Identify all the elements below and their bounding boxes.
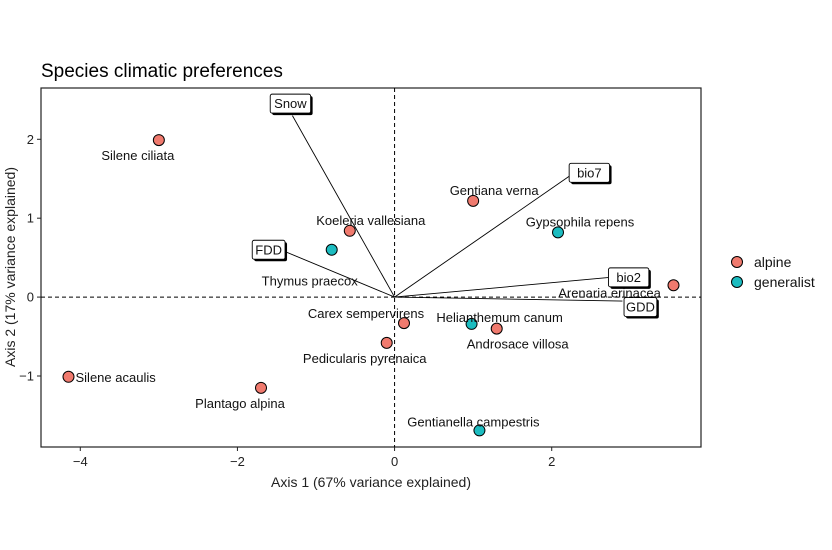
chart-title: Species climatic preferences xyxy=(41,61,283,82)
point-label-androsace-villosa: Androsace villosa xyxy=(467,337,570,352)
vector-label-snow: Snow xyxy=(269,93,313,116)
x-tick-label: 0 xyxy=(391,454,398,469)
vector-label-text: Snow xyxy=(274,96,307,111)
point-gypsophila-repens xyxy=(552,226,564,239)
point-gentiana-verna xyxy=(467,194,480,207)
vector-label-box xyxy=(607,267,650,288)
x-tick-label: −2 xyxy=(230,454,245,469)
x-tick-label: 2 xyxy=(548,454,555,469)
vector-label-fdd: FDD xyxy=(251,239,288,262)
vector-label-bio7: bio7 xyxy=(568,162,612,185)
point-label-gentianella-campestris: Gentianella campestris xyxy=(407,414,540,429)
point-label-silene-acaulis: Silene acaulis xyxy=(76,370,157,385)
vector-bio2 xyxy=(394,276,611,298)
point-thymus-praecox xyxy=(325,243,338,256)
vector-label-box xyxy=(251,239,286,260)
point-pedicularis-pyrenaica xyxy=(380,336,393,349)
vector-label-text: bio7 xyxy=(577,165,602,180)
point-label-koeleria-vallesiana: Koeleria vallesiana xyxy=(316,213,426,228)
point-label-pedicularis-pyrenaica: Pedicularis pyrenaica xyxy=(303,351,427,366)
point-layer xyxy=(62,134,680,437)
vector-layer xyxy=(280,115,623,302)
vector-bio7 xyxy=(394,174,572,298)
x-axis: −4 −2 0 2 xyxy=(73,447,555,469)
point-gentianella-campestris xyxy=(473,424,486,437)
y-axis-title: Axis 2 (17% variance explained) xyxy=(2,167,18,367)
y-axis: −1 0 1 2 xyxy=(19,132,41,383)
vector-snow xyxy=(292,115,395,298)
point-koeleria-vallesiana xyxy=(343,224,356,237)
vector-label-gdd: GDD xyxy=(623,297,659,319)
legend: alpine generalist xyxy=(731,254,815,290)
vector-label-bio2: bio2 xyxy=(607,267,651,289)
point-label-silene-ciliata: Silene ciliata xyxy=(101,148,175,163)
point-helianthemum-canum xyxy=(465,317,478,330)
point-label-plantago-alpina: Plantago alpina xyxy=(195,396,285,411)
plot-area: Silene ciliata Gentiana verna Koeleria val… xyxy=(40,87,702,448)
vector-label-layer: Snow bio7 FDD bio2 GDD xyxy=(251,93,659,319)
y-tick-label: 1 xyxy=(27,211,34,226)
point-label-helianthemum-canum: Helianthemum canum xyxy=(436,310,562,325)
point-androsace-villosa xyxy=(490,322,503,335)
y-tick-label: 0 xyxy=(27,290,34,305)
y-tick-label: 2 xyxy=(27,132,34,147)
vector-gdd xyxy=(394,296,623,302)
reference-lines xyxy=(41,88,701,447)
point-label-gypsophila-repens: Gypsophila repens xyxy=(526,214,635,229)
vector-label-text: bio2 xyxy=(616,270,641,285)
point-carex-sempervirens xyxy=(398,317,410,330)
point-silene-ciliata xyxy=(152,134,165,147)
point-label-gentiana-verna: Gentiana verna xyxy=(450,183,540,198)
vector-fdd xyxy=(280,249,395,298)
point-label-carex-sempervirens: Carex sempervirens xyxy=(308,306,425,321)
point-plantago-alpina xyxy=(255,381,267,394)
x-axis-title: Axis 1 (67% variance explained) xyxy=(271,474,471,490)
vector-label-text: FDD xyxy=(255,242,282,257)
x-tick-label: −4 xyxy=(73,454,88,469)
point-label-layer: Silene ciliata Gentiana verna Koeleria val… xyxy=(76,148,662,429)
legend-swatch-generalist xyxy=(731,276,743,288)
vector-label-box xyxy=(623,297,658,317)
vector-label-box xyxy=(269,93,312,114)
point-label-thymus-praecox: Thymus praecox xyxy=(262,274,359,289)
vector-label-box xyxy=(568,162,611,183)
legend-label-alpine: alpine xyxy=(754,254,792,270)
vector-label-text: GDD xyxy=(626,300,655,315)
point-silene-acaulis xyxy=(62,370,75,383)
plot-panel xyxy=(40,87,702,448)
point-arenaria-erinacea xyxy=(667,279,680,292)
legend-label-generalist: generalist xyxy=(754,274,815,290)
point-label-arenaria-erinacea: Arenaria erinacea xyxy=(558,285,661,300)
legend-swatch-alpine xyxy=(731,256,743,268)
y-tick-label: −1 xyxy=(19,368,34,383)
